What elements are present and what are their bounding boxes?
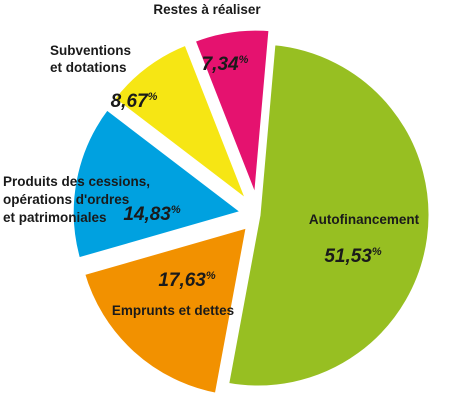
- pie-slice: [68, 104, 247, 263]
- slice-category-label: Emprunts et dettes: [112, 303, 234, 318]
- pie-slice: [190, 25, 274, 204]
- slice-value-label: 17,63%: [158, 270, 216, 291]
- slice-value-label: 8,67%: [111, 91, 158, 112]
- slice-category-label: Restes à réaliser: [153, 2, 261, 17]
- slice-value-label: 51,53%: [324, 246, 382, 267]
- pie-slice: [109, 40, 253, 207]
- slice-value-label: 14,83%: [123, 204, 181, 225]
- pie-labels: Autofinancement 51,53% Emprunts et dettes 1…: [3, 2, 420, 318]
- slice-category-label: Subventions et dotations: [50, 43, 131, 75]
- pie-slices: [68, 25, 434, 398]
- slice-category-label: Produits des cessions, opérations d'ordre…: [3, 174, 150, 225]
- slice-value-label: 7,34%: [202, 54, 249, 75]
- pie-slice: [79, 222, 252, 398]
- pie-slice: [223, 40, 434, 391]
- slice-category-label: Autofinancement: [309, 212, 420, 227]
